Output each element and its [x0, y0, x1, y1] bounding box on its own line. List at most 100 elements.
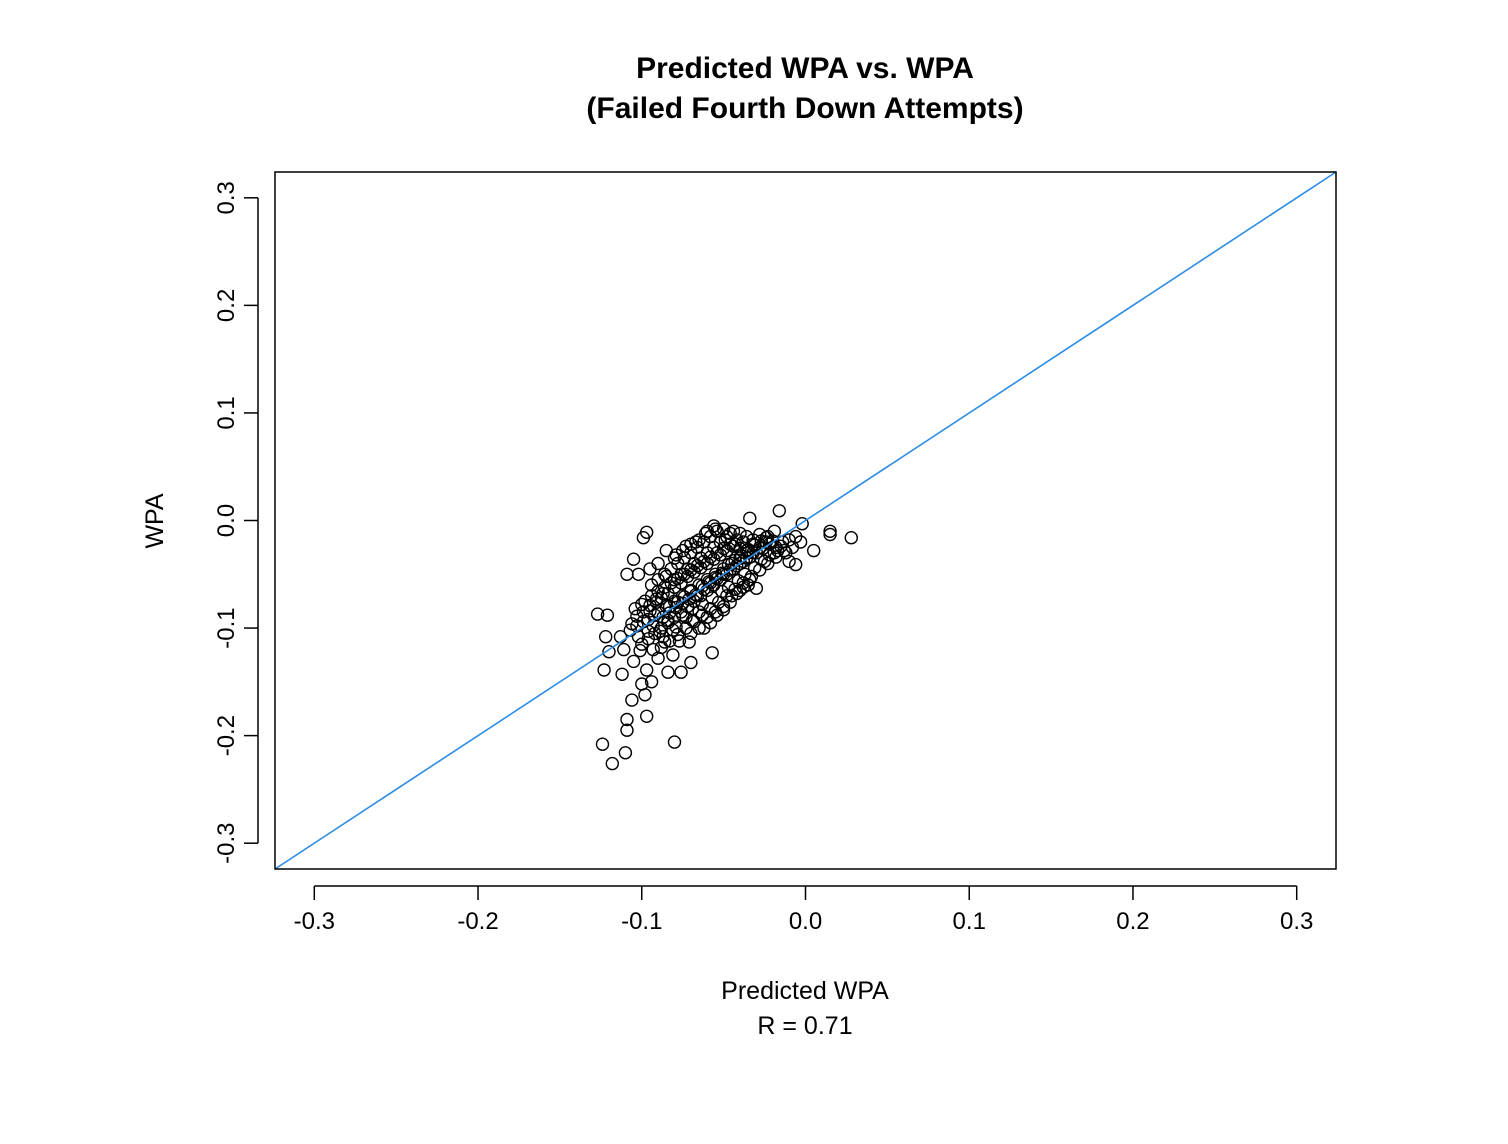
data-point	[772, 504, 786, 518]
data-point	[666, 648, 680, 662]
y-tick-label: 0.0	[213, 504, 240, 537]
data-point	[676, 543, 690, 558]
data-point	[682, 635, 696, 649]
data-point	[618, 746, 633, 760]
x-tick-label: -0.2	[457, 908, 498, 935]
data-point	[807, 543, 821, 558]
data-point	[730, 533, 744, 547]
data-point	[654, 591, 669, 605]
data-point	[628, 602, 642, 616]
x-tick-label: 0.2	[1116, 908, 1149, 935]
x-tick-label: 0.1	[953, 908, 986, 935]
data-point	[771, 543, 785, 558]
data-point	[715, 566, 729, 580]
data-point	[713, 548, 728, 562]
data-point	[599, 630, 613, 644]
data-point	[692, 621, 706, 635]
data-point	[743, 511, 757, 525]
data-point	[703, 616, 718, 630]
data-point	[672, 634, 687, 648]
data-point	[661, 665, 675, 679]
data-point	[754, 534, 768, 548]
data-point	[789, 557, 803, 572]
data-point	[767, 524, 782, 538]
plot-frame	[274, 171, 1337, 870]
scatter-points	[590, 504, 858, 771]
data-point	[620, 712, 634, 727]
x-axis: -0.3 -0.2 -0.1 0.0 0.1 0.2 0.3	[294, 885, 1313, 935]
data-point	[635, 677, 649, 691]
data-point	[748, 561, 762, 575]
data-point	[654, 640, 669, 655]
y-tick-label: -0.2	[213, 715, 240, 756]
data-point	[689, 588, 703, 602]
x-tick-label: -0.3	[294, 908, 335, 935]
y-tick-label: -0.3	[213, 823, 240, 864]
data-point	[700, 524, 714, 538]
chart-title-line-1: Predicted WPA vs. WPA	[636, 52, 974, 85]
data-point	[716, 603, 731, 617]
data-point	[700, 556, 714, 571]
data-point	[635, 597, 649, 612]
data-point	[684, 655, 698, 670]
data-point	[695, 579, 709, 593]
data-point	[777, 543, 791, 558]
data-point	[667, 735, 682, 749]
data-point	[590, 607, 605, 621]
data-point	[680, 569, 695, 584]
data-point	[651, 556, 665, 571]
data-point	[774, 539, 788, 553]
data-point	[633, 643, 647, 658]
data-point	[748, 538, 762, 552]
data-point	[757, 554, 772, 569]
data-point	[682, 592, 696, 606]
data-point	[620, 567, 634, 581]
data-point	[723, 595, 737, 609]
data-point	[749, 581, 764, 595]
data-point	[684, 537, 698, 551]
y-tick-label: 0.2	[213, 289, 240, 322]
data-point	[694, 561, 708, 575]
data-point	[703, 550, 718, 564]
data-point	[667, 580, 682, 594]
data-point	[692, 533, 706, 547]
y-tick-label: -0.1	[213, 607, 240, 648]
x-tick-label: 0.0	[789, 908, 822, 935]
data-point	[643, 604, 657, 618]
data-point	[733, 526, 747, 541]
data-point	[754, 552, 768, 566]
data-point	[716, 599, 731, 614]
data-point	[626, 654, 641, 669]
data-point	[720, 543, 734, 558]
data-point	[605, 756, 619, 771]
data-point	[705, 646, 719, 660]
data-point	[726, 524, 741, 538]
data-point	[667, 551, 682, 565]
data-point	[743, 573, 757, 587]
data-point	[595, 737, 610, 751]
data-point	[666, 623, 680, 637]
data-point	[656, 630, 670, 644]
data-point	[716, 522, 731, 536]
data-point	[761, 556, 775, 571]
data-point	[659, 569, 673, 584]
data-point	[733, 541, 747, 556]
data-point	[651, 584, 665, 599]
data-point	[674, 665, 688, 679]
data-point	[715, 584, 729, 599]
data-point	[741, 542, 755, 557]
x-axis-sublabel: R = 0.71	[757, 1012, 852, 1040]
data-point	[687, 565, 701, 579]
data-point	[684, 563, 698, 577]
data-point	[721, 580, 736, 594]
data-point	[716, 541, 731, 556]
data-point	[844, 531, 858, 545]
data-point	[649, 595, 664, 609]
x-tick-label: 0.3	[1280, 908, 1313, 935]
data-point	[602, 645, 616, 659]
data-point	[644, 675, 659, 689]
data-point	[708, 522, 723, 536]
y-axis-label: WPA	[141, 493, 169, 548]
chart-title-line-2: (Failed Fourth Down Attempts)	[586, 92, 1023, 125]
